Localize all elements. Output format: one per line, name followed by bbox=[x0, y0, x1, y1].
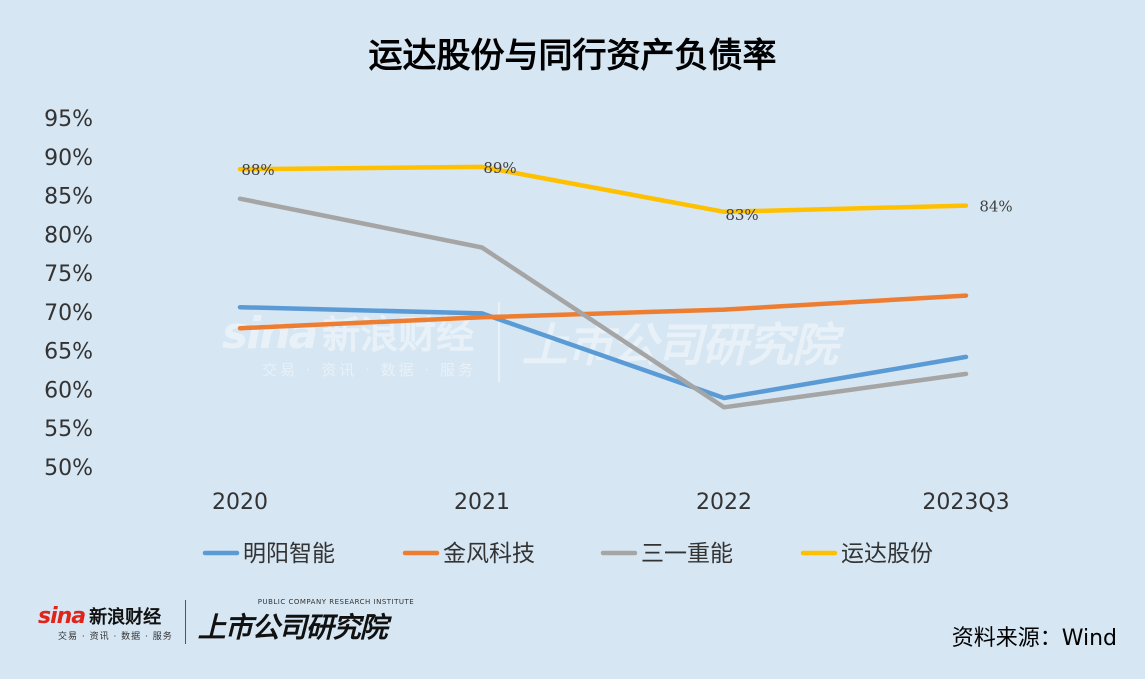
sina-sub: 交易 · 资讯 · 数据 · 服务 bbox=[58, 631, 173, 642]
legend-label: 明阳智能 bbox=[243, 541, 335, 567]
footer-logos: sina 新浪财经 交易 · 资讯 · 数据 · 服务 PUBLIC COMPA… bbox=[38, 598, 414, 646]
data-label: 89% bbox=[483, 159, 516, 177]
y-tick-label: 80% bbox=[44, 223, 93, 248]
x-tick-label: 2022 bbox=[696, 490, 752, 515]
data-label: 84% bbox=[979, 198, 1012, 216]
data-label: 83% bbox=[725, 206, 758, 224]
sina-logo: sina 新浪财经 交易 · 资讯 · 数据 · 服务 bbox=[38, 603, 173, 642]
series-line-1 bbox=[237, 304, 969, 401]
legend-label: 金风科技 bbox=[443, 541, 535, 567]
institute-cn: 上市公司研究院 bbox=[197, 611, 388, 644]
y-tick-label: 75% bbox=[44, 262, 93, 287]
y-tick-label: 50% bbox=[44, 456, 93, 481]
y-tick-label: 90% bbox=[44, 146, 93, 171]
source-note: 资料来源：Wind bbox=[951, 626, 1117, 651]
institute-en: PUBLIC COMPANY RESEARCH INSTITUTE bbox=[257, 598, 415, 606]
sina-word: sina bbox=[38, 603, 86, 629]
series-line-3 bbox=[237, 196, 969, 410]
y-tick-label: 65% bbox=[44, 340, 93, 365]
x-tick-label: 2023Q3 bbox=[922, 490, 1009, 515]
y-tick-label: 60% bbox=[44, 378, 93, 403]
y-tick-label: 55% bbox=[44, 417, 93, 442]
logo-divider bbox=[184, 600, 186, 644]
series-line-4 bbox=[237, 164, 969, 215]
y-tick-label: 85% bbox=[44, 185, 93, 210]
chart-title: 运达股份与同行资产负债率 bbox=[368, 36, 777, 76]
legend-label: 运达股份 bbox=[841, 541, 933, 567]
y-tick-label: 95% bbox=[44, 107, 93, 132]
series-line-2 bbox=[237, 293, 969, 331]
legend-label: 三一重能 bbox=[641, 541, 733, 567]
x-tick-label: 2021 bbox=[454, 490, 510, 515]
data-label: 88% bbox=[241, 161, 274, 179]
institute-logo: PUBLIC COMPANY RESEARCH INSTITUTE 上市公司研究… bbox=[198, 598, 414, 646]
sina-cn: 新浪财经 bbox=[89, 606, 162, 628]
y-tick-label: 70% bbox=[44, 301, 93, 326]
x-tick-label: 2020 bbox=[212, 490, 268, 515]
